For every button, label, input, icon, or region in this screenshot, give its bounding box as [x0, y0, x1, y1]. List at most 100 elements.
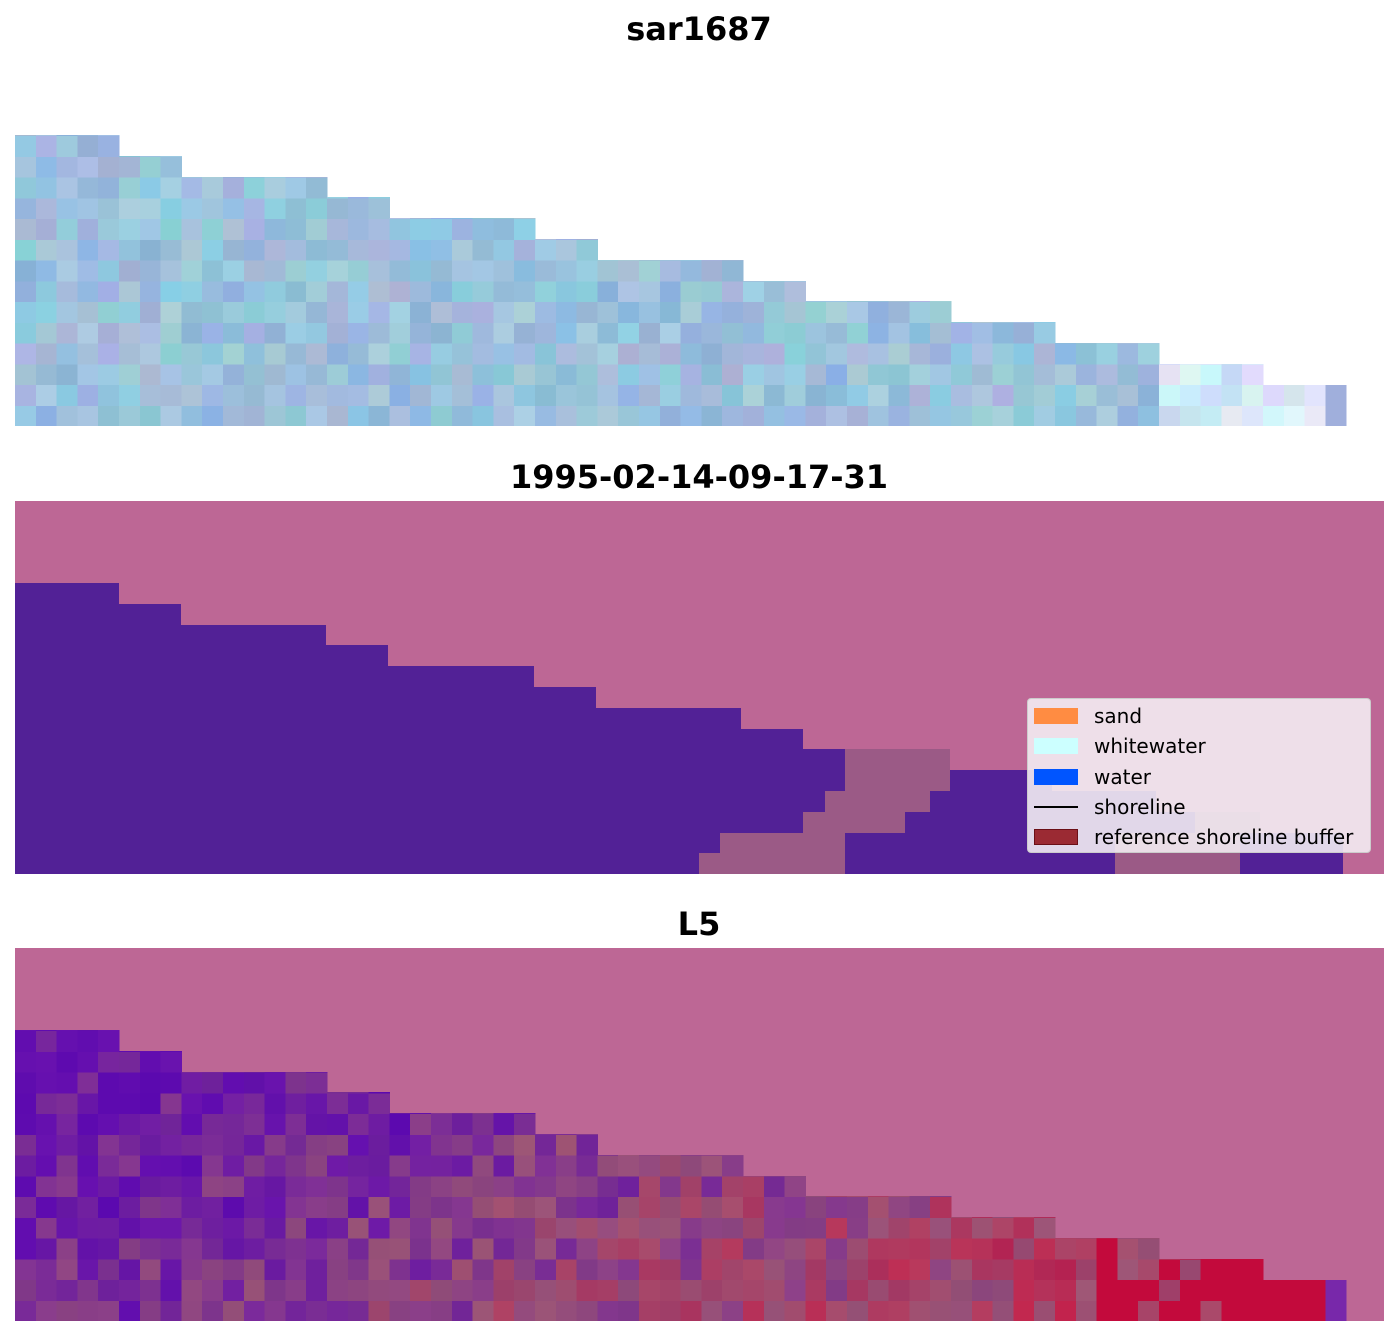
image-pixel: [1242, 1300, 1264, 1321]
image-pixel: [160, 1072, 182, 1094]
image-pixel: [119, 156, 141, 158]
legend-label: sand: [1094, 704, 1143, 728]
image-pixel: [15, 1093, 37, 1115]
image-pixel: [223, 1217, 245, 1239]
image-pixel: [1034, 1300, 1056, 1321]
image-pixel: [327, 1155, 349, 1177]
image-pixel: [368, 219, 390, 241]
buffer-swatch-icon: [1034, 829, 1078, 845]
image-pixel: [867, 302, 890, 324]
image-pixel: [264, 302, 286, 324]
image-pixel: [243, 1114, 266, 1136]
image-pixel: [951, 1259, 973, 1281]
image-pixel: [888, 385, 910, 407]
image-pixel: [826, 343, 848, 365]
image-pixel: [763, 281, 786, 303]
image-pixel: [493, 405, 515, 426]
image-pixel: [139, 156, 162, 178]
image-pixel: [306, 260, 328, 282]
image-pixel: [722, 1217, 744, 1239]
image-pixel: [930, 322, 952, 344]
image-pixel: [826, 385, 848, 407]
image-pixel: [368, 1280, 390, 1302]
image-pixel: [327, 197, 349, 199]
image-pixel: [181, 302, 203, 324]
image-pixel: [618, 343, 640, 365]
image-pixel: [15, 1051, 37, 1073]
image-pixel: [971, 405, 994, 426]
image-pixel: [223, 1197, 245, 1219]
image-pixel: [98, 364, 120, 386]
image-pixel: [701, 302, 723, 324]
image-pixel: [389, 385, 411, 407]
image-pixel: [514, 219, 536, 241]
image-pixel: [1159, 1259, 1181, 1281]
image-pixel: [327, 1259, 349, 1281]
image-pixel: [35, 1114, 58, 1136]
image-pixel: [514, 302, 536, 324]
image-pixel: [347, 1155, 370, 1177]
image-pixel: [930, 301, 952, 303]
image-pixel: [139, 302, 162, 324]
image-pixel: [1200, 405, 1222, 426]
image-pixel: [56, 364, 78, 386]
image-pixel: [451, 1113, 474, 1115]
image-pixel: [493, 385, 515, 407]
image-pixel: [1179, 1300, 1202, 1321]
image-pixel: [597, 364, 619, 386]
image-pixel: [15, 219, 37, 241]
image-pixel: [1304, 405, 1326, 426]
image-pixel: [243, 364, 266, 386]
image-pixel: [1034, 322, 1056, 344]
image-pixel: [139, 364, 162, 386]
image-pixel: [992, 1300, 1014, 1321]
image-pixel: [56, 302, 78, 324]
image-pixel: [35, 1093, 58, 1115]
image-pixel: [971, 1280, 994, 1302]
image-pixel: [264, 1072, 286, 1094]
image-pixel: [763, 322, 786, 344]
image-pixel: [1159, 364, 1181, 386]
image-pixel: [15, 1300, 37, 1321]
image-pixel: [680, 343, 702, 365]
image-pixel: [618, 1197, 640, 1219]
image-pixel: [327, 364, 349, 386]
image-pixel: [493, 219, 515, 241]
image-pixel: [410, 405, 432, 426]
image-pixel: [243, 1176, 266, 1198]
image-pixel: [306, 1217, 328, 1239]
image-pixel: [951, 1238, 973, 1260]
image-pixel: [15, 302, 37, 324]
panel-title-index: L5: [677, 905, 721, 943]
image-pixel: [202, 219, 224, 241]
image-pixel: [701, 322, 723, 344]
image-pixel: [1055, 405, 1077, 426]
image-pixel: [930, 1280, 952, 1302]
image-pixel: [680, 1238, 702, 1260]
image-pixel: [1013, 1300, 1035, 1321]
image-pixel: [639, 1238, 661, 1260]
panel-title-classification: 1995-02-14-09-17-31: [509, 458, 889, 496]
image-pixel: [243, 177, 266, 199]
image-pixel: [264, 1155, 286, 1177]
image-pixel: [202, 260, 224, 282]
image-pixel: [451, 1197, 474, 1219]
image-pixel: [971, 322, 994, 344]
image-pixel: [992, 1259, 1014, 1281]
image-pixel: [680, 302, 702, 324]
image-pixel: [618, 302, 640, 324]
image-pixel: [701, 1280, 723, 1302]
image-pixel: [306, 1114, 328, 1136]
image-pixel: [98, 156, 120, 178]
image-pixel: [347, 1238, 370, 1260]
image-pixel: [722, 1280, 744, 1302]
image-pixel: [35, 1238, 58, 1260]
image-pixel: [306, 1300, 328, 1321]
image-pixel: [992, 322, 1014, 344]
image-pixel: [909, 1280, 931, 1302]
image-pixel: [1096, 1300, 1118, 1321]
image-pixel: [431, 1114, 453, 1136]
image-pixel: [659, 1300, 682, 1321]
image-pixel: [451, 260, 474, 282]
image-pixel: [1325, 1300, 1347, 1321]
